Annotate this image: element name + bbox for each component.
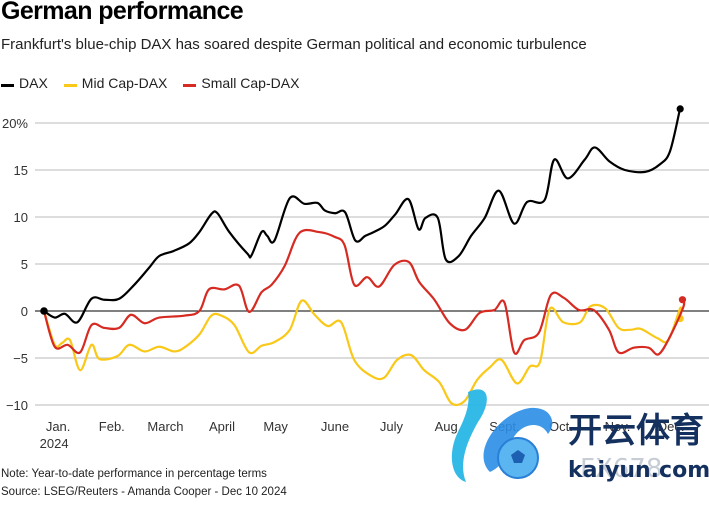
legend-label-mid-cap-dax: Mid Cap-DAX xyxy=(81,75,168,91)
watermark-logo: 开云体育 FX678 kaiyun.com xyxy=(430,382,709,500)
start-marker xyxy=(40,307,48,315)
ball-patch-icon xyxy=(511,450,525,463)
series-line-small-cap-dax xyxy=(42,228,686,356)
series-line-dax xyxy=(42,106,682,324)
x-tick-label: Aug. xyxy=(435,419,462,434)
x-tick-label: March xyxy=(147,419,183,434)
chart-note: Note: Year-to-date performance in percen… xyxy=(1,468,267,480)
end-marker-small-cap-dax xyxy=(678,296,687,304)
legend-swatch-small-cap-dax xyxy=(183,83,197,87)
series-line-mid-cap-dax xyxy=(42,299,683,407)
x-tick-label: Dec. xyxy=(658,419,685,434)
y-axis-ticks: −10 −5 0 5 10 15 20% xyxy=(2,116,28,413)
x-tick-label: April xyxy=(209,419,235,434)
gridlines xyxy=(35,122,709,406)
x-tick-label: Nov. xyxy=(605,419,631,434)
x-tick-label: Jan. xyxy=(46,419,71,434)
legend-swatch-dax xyxy=(1,83,14,87)
legend-item-mid-cap-dax: Mid Cap-DAX xyxy=(63,75,168,91)
x-tick-label: Feb. xyxy=(99,419,125,434)
chart-subtitle: Frankfurt's blue-chip DAX has soared des… xyxy=(1,36,587,53)
series-lines xyxy=(40,105,687,407)
watermark-brand-cn: 开云体育 xyxy=(568,411,704,451)
legend-item-small-cap-dax: Small Cap-DAX xyxy=(183,75,299,91)
legend-label-small-cap-dax: Small Cap-DAX xyxy=(201,75,300,91)
chart-legend: DAX Mid Cap-DAX Small Cap-DAX xyxy=(1,75,315,91)
y-tick-label: −5 xyxy=(13,351,28,366)
x-tick-label: July xyxy=(380,419,404,434)
legend-label-dax: DAX xyxy=(19,75,48,91)
watermark-graphic: 开云体育 FX678 kaiyun.com xyxy=(451,389,709,484)
x-axis-ticks: Jan.2024Feb.MarchAprilMayJuneJulyAug.Sep… xyxy=(40,419,685,451)
y-tick-label: −10 xyxy=(6,398,28,413)
watermark-k-icon xyxy=(451,389,487,482)
x-tick-label: June xyxy=(321,419,349,434)
legend-swatch-mid-cap-dax xyxy=(63,83,77,87)
watermark-overlay-text: FX678 xyxy=(580,454,662,484)
x-tick-label: Oct. xyxy=(549,419,573,434)
legend-item-dax: DAX xyxy=(1,75,48,91)
chart-source: Source: LSEG/Reuters - Amanda Cooper - D… xyxy=(1,486,287,498)
y-tick-label: 10 xyxy=(14,210,28,225)
y-tick-label: 20% xyxy=(2,116,28,131)
y-tick-label: 0 xyxy=(21,304,28,319)
end-marker-dax xyxy=(676,105,684,113)
x-tick-label: May xyxy=(263,419,288,434)
watermark-brand-en: kaiyun.com xyxy=(568,458,709,483)
y-tick-label: 5 xyxy=(21,257,28,272)
x-tick-sublabel: 2024 xyxy=(40,436,69,451)
chart-title: German performance xyxy=(1,0,244,25)
y-tick-label: 15 xyxy=(14,163,28,178)
